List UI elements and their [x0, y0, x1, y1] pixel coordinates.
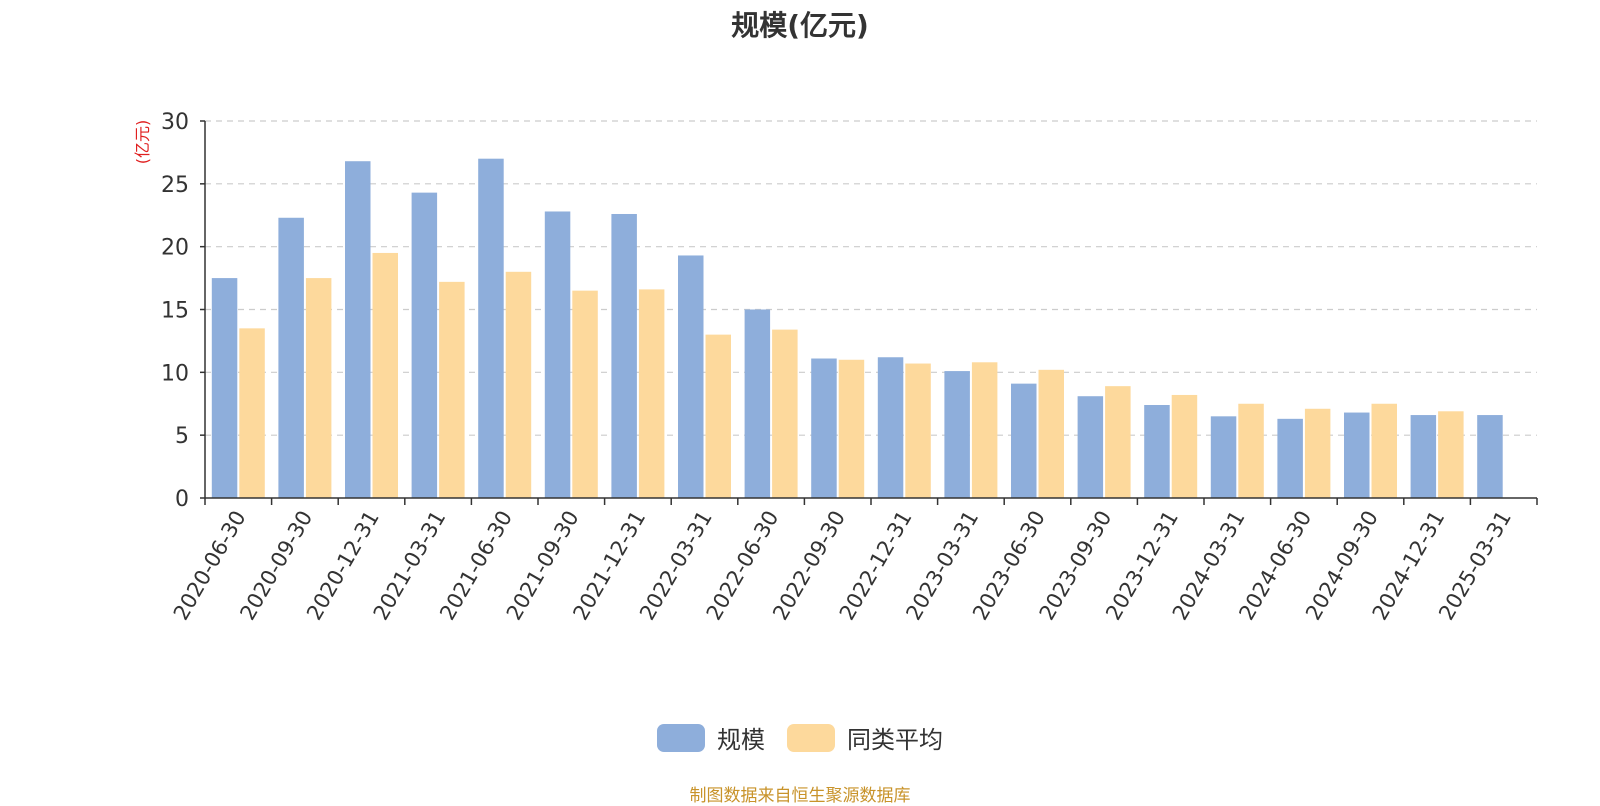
legend-label-scale: 规模: [717, 726, 765, 754]
bar-peer-average[interactable]: [1371, 403, 1398, 498]
bar-scale[interactable]: [1210, 416, 1237, 498]
chart-title: 规模(亿元): [731, 9, 869, 42]
bar-scale[interactable]: [1277, 418, 1303, 498]
bar-scale[interactable]: [1011, 383, 1037, 498]
bar-scale[interactable]: [1077, 396, 1104, 498]
bar-scale[interactable]: [211, 278, 238, 498]
bar-scale[interactable]: [345, 161, 371, 499]
bar-scale[interactable]: [1344, 412, 1370, 498]
y-axis-unit-label: (亿元): [133, 120, 152, 165]
grid-lines: [205, 120, 1537, 436]
bar-peer-average[interactable]: [705, 334, 732, 498]
bar-peer-average[interactable]: [239, 328, 265, 498]
legend-swatch-peer-average: [787, 723, 835, 752]
bar-peer-average[interactable]: [372, 252, 399, 498]
bar-peer-average[interactable]: [1304, 408, 1331, 498]
legend-item-scale[interactable]: 规模: [657, 720, 765, 755]
bar-peer-average[interactable]: [905, 363, 931, 498]
bar-peer-average[interactable]: [1038, 369, 1065, 498]
bar-scale[interactable]: [278, 217, 304, 498]
legend-label-peer-average: 同类平均: [847, 726, 943, 754]
legend-item-peer-average[interactable]: 同类平均: [787, 720, 943, 755]
bar-scale[interactable]: [478, 158, 504, 498]
legend-swatch-scale: [657, 723, 705, 752]
y-tick-label: 20: [161, 236, 189, 261]
bar-scale[interactable]: [1144, 405, 1170, 498]
bar-scale[interactable]: [1410, 415, 1437, 498]
bar-scale[interactable]: [877, 357, 904, 498]
bar-peer-average[interactable]: [305, 278, 332, 498]
y-tick-label: 0: [175, 487, 189, 512]
x-tick-label: 2025-03-31: [1434, 507, 1516, 625]
y-tick-label: 30: [161, 110, 189, 135]
bar-scale[interactable]: [1477, 415, 1503, 498]
axes: [200, 120, 1538, 505]
bar-peer-average[interactable]: [1105, 386, 1131, 498]
bars: [211, 158, 1503, 499]
bar-peer-average[interactable]: [971, 362, 998, 498]
source-note: 制图数据来自恒生聚源数据库: [689, 786, 911, 806]
bar-peer-average[interactable]: [772, 329, 798, 498]
bar-scale[interactable]: [411, 192, 438, 498]
bar-scale[interactable]: [944, 371, 970, 498]
bar-peer-average[interactable]: [505, 271, 532, 498]
y-tick-label: 10: [161, 361, 189, 386]
bar-peer-average[interactable]: [439, 281, 465, 498]
bar-scale[interactable]: [811, 358, 837, 498]
legend: 规模 同类平均: [0, 720, 1600, 755]
bar-peer-average[interactable]: [572, 290, 598, 498]
bar-scale[interactable]: [744, 309, 771, 499]
bar-scale[interactable]: [678, 255, 704, 498]
bar-peer-average[interactable]: [838, 359, 865, 498]
y-tick-label: 15: [161, 299, 189, 324]
y-tick-label: 5: [175, 424, 189, 449]
bar-scale[interactable]: [611, 213, 637, 498]
bar-peer-average[interactable]: [1438, 411, 1464, 498]
y-tick-label: 25: [161, 173, 189, 198]
bar-peer-average[interactable]: [1171, 394, 1198, 498]
bar-peer-average[interactable]: [1238, 403, 1264, 498]
bar-peer-average[interactable]: [638, 289, 665, 498]
bar-scale[interactable]: [544, 211, 571, 499]
